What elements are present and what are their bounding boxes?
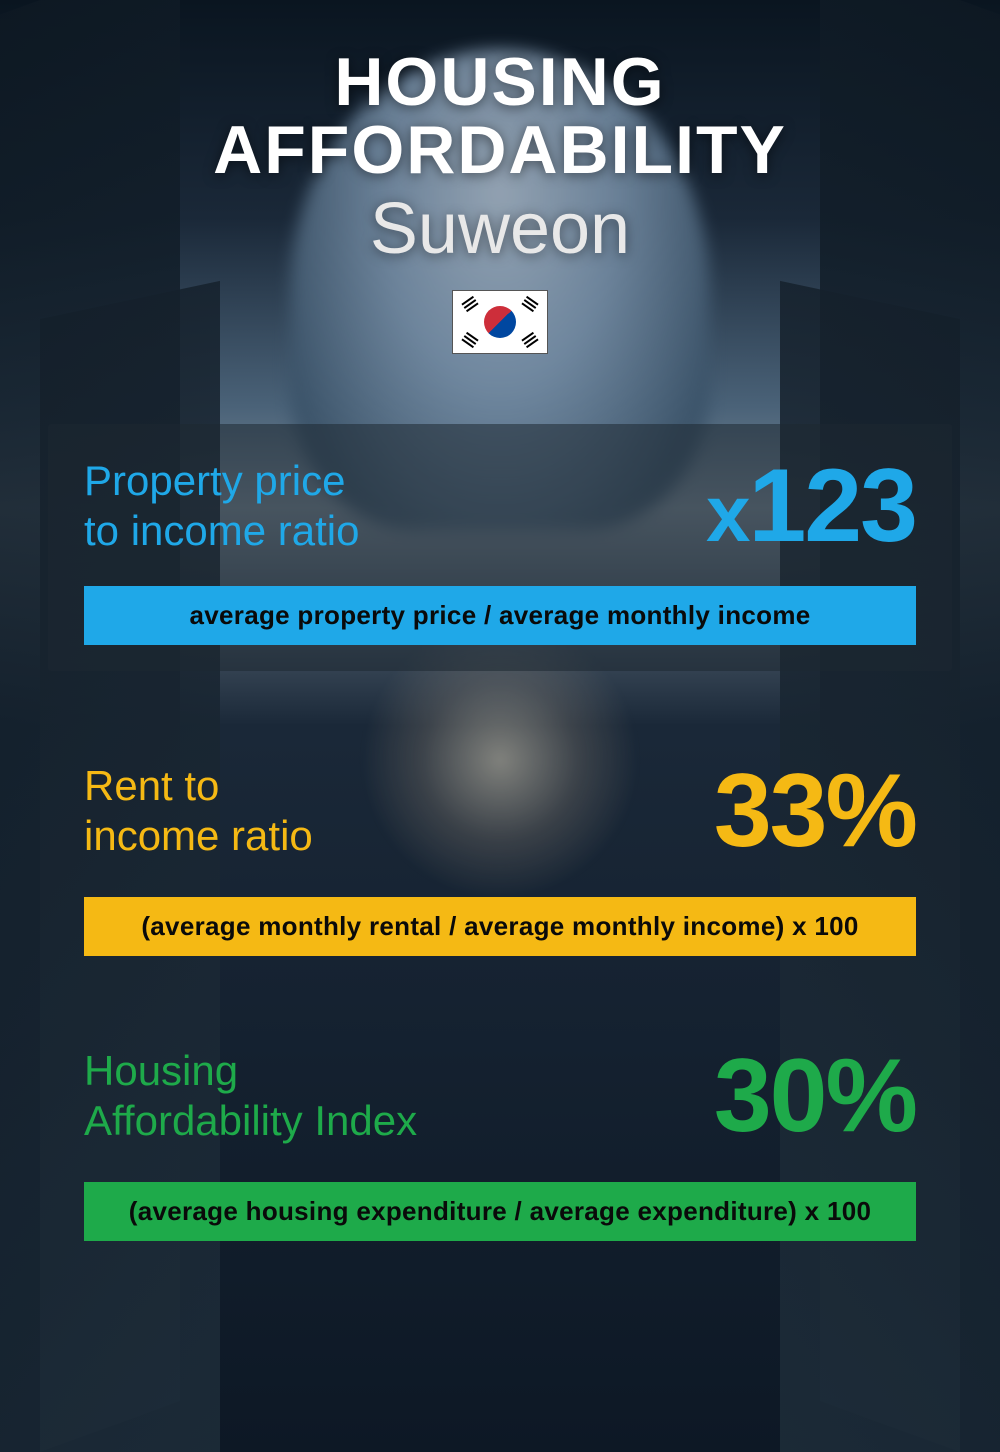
metric-card-rent-ratio: Rent to income ratio 33% (average monthl… (48, 759, 952, 956)
korea-flag-icon (452, 290, 548, 354)
metric-label-line: to income ratio (84, 507, 359, 554)
metric-row: Housing Affordability Index 30% (84, 1044, 916, 1148)
metric-label-line: Property price (84, 457, 345, 504)
metric-value: 33% (714, 759, 916, 863)
header: HOUSING AFFORDABILITY Suweon (48, 48, 952, 354)
metric-label-line: income ratio (84, 812, 313, 859)
metric-value: 30% (714, 1044, 916, 1148)
infographic-poster: HOUSING AFFORDABILITY Suweon Property pr… (0, 0, 1000, 1452)
metric-label: Housing Affordability Index (84, 1046, 417, 1147)
formula-bar: average property price / average monthly… (84, 586, 916, 645)
metric-row: Rent to income ratio 33% (84, 759, 916, 863)
metric-label-line: Affordability Index (84, 1097, 417, 1144)
metric-value-number: 30% (714, 1038, 916, 1154)
metric-value-prefix: x (706, 469, 749, 558)
metric-value-number: 33% (714, 753, 916, 869)
metric-row: Property price to income ratio x123 (84, 454, 916, 558)
formula-bar: (average housing expenditure / average e… (84, 1182, 916, 1241)
metric-card-affordability-index: Housing Affordability Index 30% (average… (48, 1044, 952, 1241)
metric-label: Rent to income ratio (84, 761, 313, 862)
formula-bar: (average monthly rental / average monthl… (84, 897, 916, 956)
metric-label-line: Housing (84, 1047, 238, 1094)
metric-value-number: 123 (748, 448, 916, 564)
metric-label: Property price to income ratio (84, 456, 359, 557)
main-title: HOUSING AFFORDABILITY (48, 48, 952, 184)
city-subtitle: Suweon (48, 188, 952, 270)
metric-card-property-price: Property price to income ratio x123 aver… (48, 424, 952, 671)
content-layer: HOUSING AFFORDABILITY Suweon Property pr… (0, 0, 1000, 1452)
metric-value: x123 (706, 454, 916, 558)
metric-label-line: Rent to (84, 762, 219, 809)
